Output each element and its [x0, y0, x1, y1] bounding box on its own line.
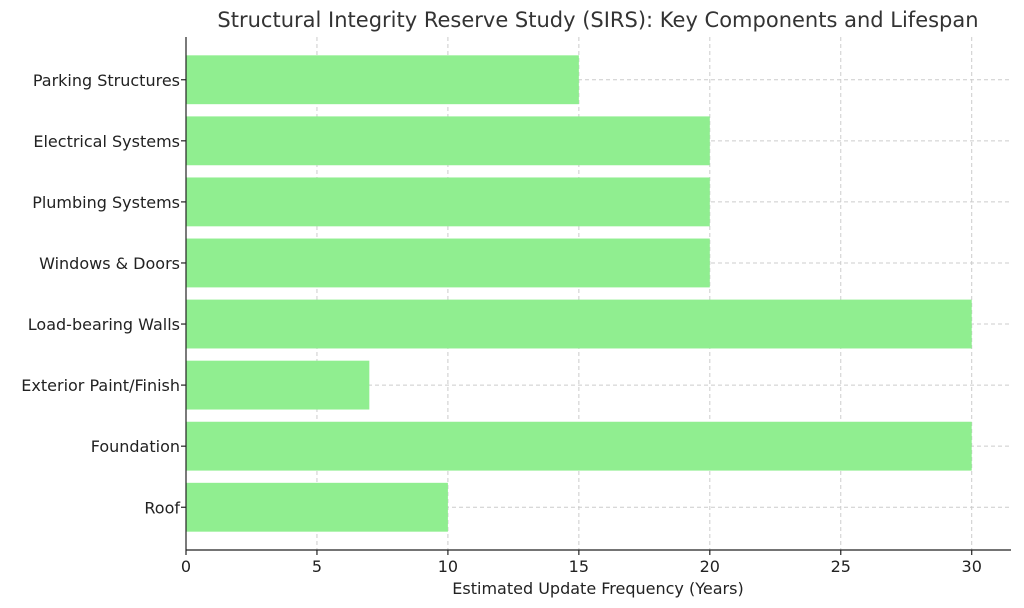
y-tick-label: Exterior Paint/Finish: [21, 376, 180, 395]
x-tick-label: 30: [962, 557, 982, 576]
bar: [186, 482, 448, 532]
bar: [186, 55, 579, 105]
tick-labels: 0 5 10 15 20 25 30 Roof Foundation Exterior Paint…: [21, 71, 982, 576]
y-tick-label: Plumbing Systems: [32, 193, 180, 212]
y-tick-label: Parking Structures: [33, 71, 180, 90]
grid: [185, 37, 1011, 550]
y-tick-label: Roof: [144, 498, 180, 517]
x-tick-label: 0: [181, 557, 191, 576]
x-tick-label: 10: [438, 557, 458, 576]
x-tick-label: 15: [569, 557, 589, 576]
y-tick-label: Windows & Doors: [39, 254, 180, 273]
x-tick-label: 5: [312, 557, 322, 576]
y-tick-label: Foundation: [91, 437, 180, 456]
y-tick-label: Electrical Systems: [33, 132, 180, 151]
x-axis-label: Estimated Update Frequency (Years): [452, 579, 743, 598]
bar: [186, 177, 710, 227]
y-tick-label: Load-bearing Walls: [28, 315, 180, 334]
x-tick-label: 20: [700, 557, 720, 576]
bar: [186, 116, 710, 166]
chart-title: Structural Integrity Reserve Study (SIRS…: [217, 8, 978, 32]
bar: [186, 360, 370, 410]
axes: [181, 37, 1011, 555]
x-tick-label: 25: [831, 557, 851, 576]
bar: [186, 238, 710, 288]
bars: [186, 55, 972, 532]
bar: [186, 421, 972, 471]
bar: [186, 299, 972, 349]
